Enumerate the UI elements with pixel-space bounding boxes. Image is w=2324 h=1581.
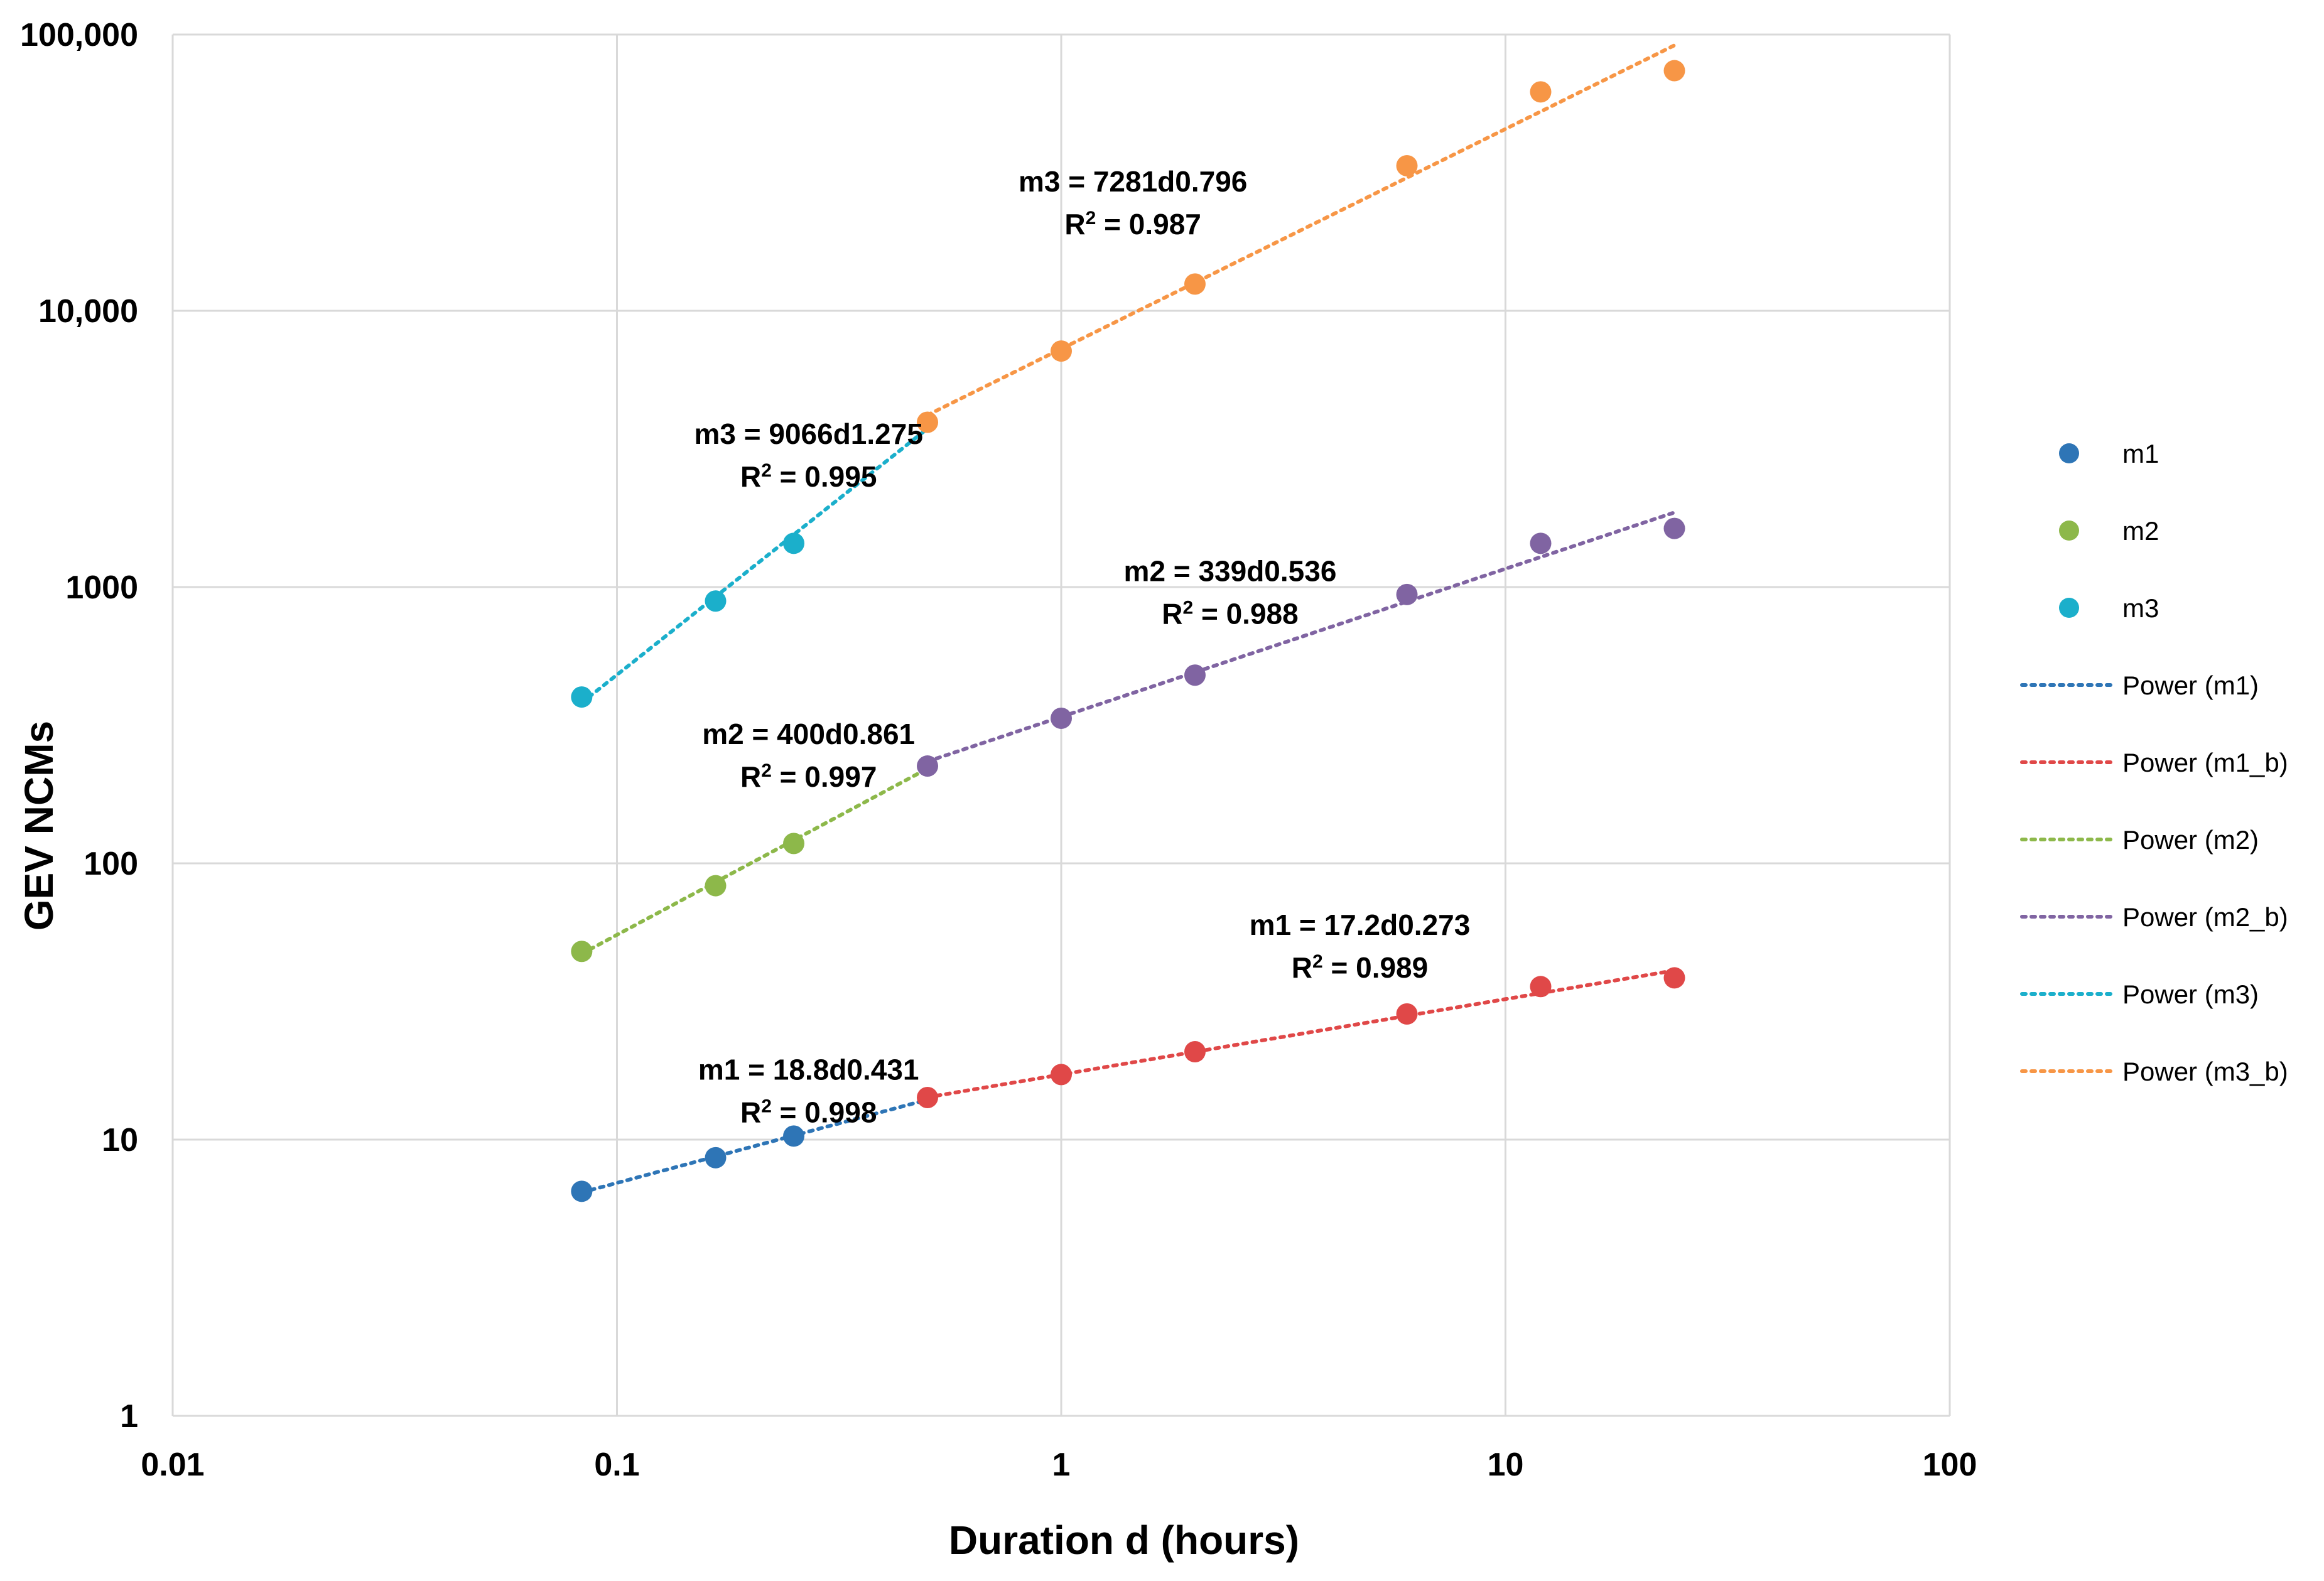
legend-label: m3 [2122,593,2159,623]
x-tick-label: 10 [1488,1447,1524,1483]
data-point [571,686,593,708]
legend-label: m2 [2122,516,2159,546]
legend-label: Power (m2) [2122,825,2259,855]
y-tick-label: 100,000 [20,17,138,53]
data-point [1396,154,1418,176]
x-tick-labels: 0.01 0.1 1 10 100 [141,1447,1977,1483]
legend-marker [2059,443,2079,463]
data-point [1184,664,1206,686]
legend-marker [2059,598,2079,618]
x-tick-label: 100 [1923,1447,1977,1483]
data-point [917,411,939,433]
data-point [571,1180,593,1202]
data-point [1051,1064,1072,1086]
equation-label: m3 = 9066d1.275 [694,418,922,450]
trendline-equations: m3 = 7281d0.796 R2 = 0.987 m3 = 9066d1.275… [694,165,1470,1128]
r-squared-label: R2 = 0.988 [1162,597,1298,630]
equation-label: m3 = 7281d0.796 [1019,165,1247,198]
r-squared-label: R2 = 0.987 [1064,208,1201,241]
data-point [1184,1041,1206,1063]
legend-label: Power (m3) [2122,979,2259,1009]
r-squared-label: R2 = 0.995 [740,460,877,493]
legend-label: m1 [2122,439,2159,468]
data-point [1396,583,1418,605]
data-point [917,1086,939,1108]
x-tick-label: 1 [1052,1447,1071,1483]
data-point [783,532,805,554]
y-tick-labels: 1 10 100 1000 10,000 100,000 [20,17,138,1435]
r-squared-label: R2 = 0.989 [1292,951,1428,985]
y-tick-label: 1000 [65,569,138,606]
x-axis-title: Duration d (hours) [949,1518,1299,1563]
equation-label: m2 = 400d0.861 [702,718,915,750]
data-point [1184,273,1206,295]
data-point [1663,60,1685,82]
y-tick-label: 10,000 [38,293,138,330]
r-squared-label: R2 = 0.997 [740,760,877,794]
x-tick-label: 0.1 [594,1447,639,1483]
equation-label: m2 = 339d0.536 [1124,555,1337,588]
legend-label: Power (m2_b) [2122,902,2288,932]
y-tick-label: 1 [120,1398,138,1435]
y-tick-label: 100 [84,846,138,882]
x-tick-label: 0.01 [141,1447,204,1483]
trendline [580,426,929,705]
data-point [1530,532,1552,554]
legend: m1 m2 m3 Power (m1) Power (m1_b) Power (m2) Po… [2020,439,2288,1086]
y-axis-title: GEV NCMs [16,721,62,931]
data-point [1530,81,1552,103]
trendline [580,767,929,956]
equation-label: m1 = 17.2d0.273 [1250,909,1471,941]
data-point [705,1147,727,1168]
data-point [783,1125,805,1147]
data-point [1663,517,1685,539]
data-point [1396,1003,1418,1025]
data-point [571,941,593,963]
y-tick-label: 10 [102,1122,138,1158]
data-point [1530,976,1552,998]
data-point [705,875,727,897]
trendline [580,1098,929,1195]
r-squared-label: R2 = 0.998 [740,1096,877,1129]
data-point [1663,967,1685,989]
legend-label: Power (m1_b) [2122,748,2288,777]
data-points [571,60,1685,1202]
legend-label: Power (m3_b) [2122,1057,2288,1086]
trendline [926,43,1677,418]
data-point [705,590,727,612]
data-point [917,755,939,777]
legend-label: Power (m1) [2122,671,2259,700]
data-point [783,833,805,855]
data-point [1051,340,1072,362]
data-point [1051,707,1072,729]
equation-label: m1 = 18.8d0.431 [698,1053,919,1086]
legend-marker [2059,521,2079,541]
